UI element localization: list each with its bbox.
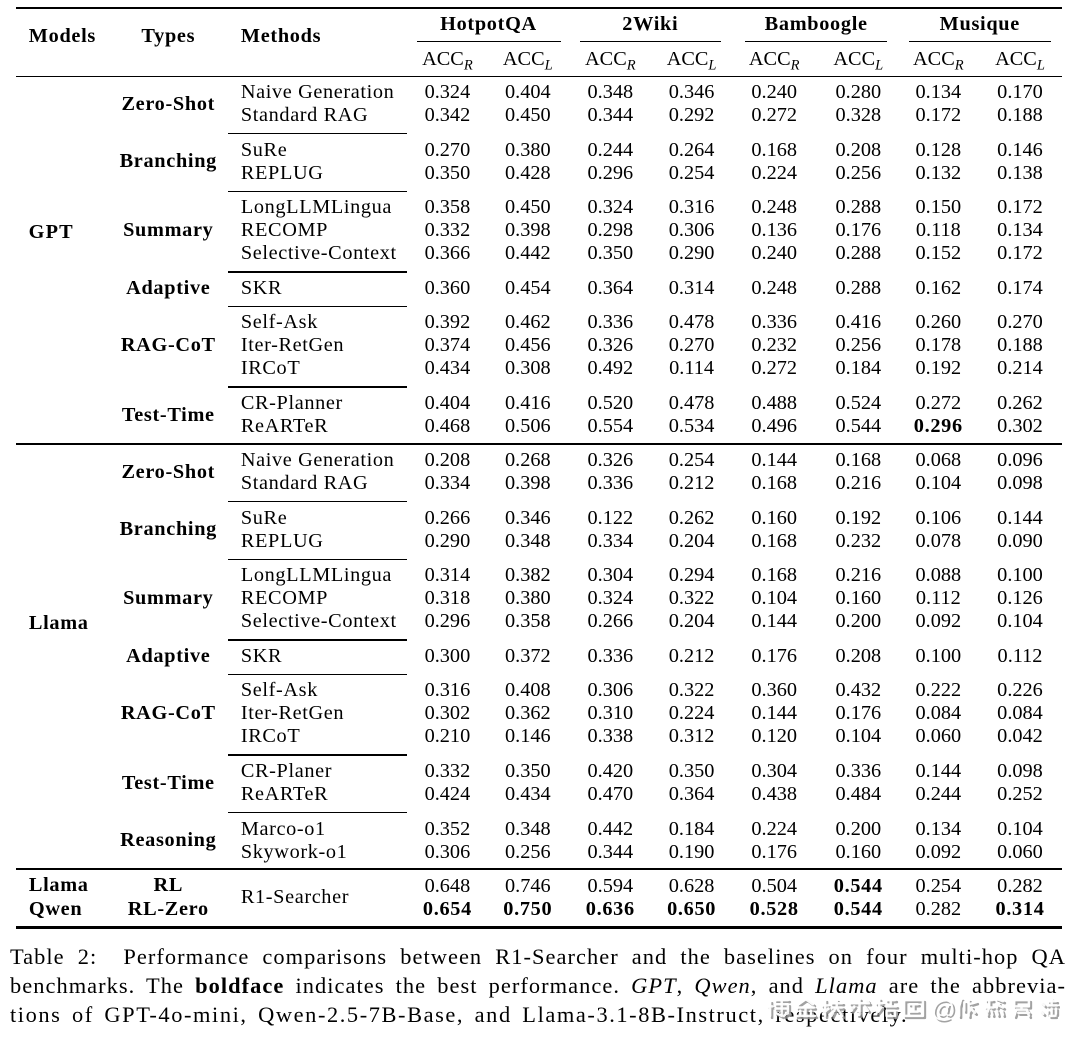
svg-text:@: @ xyxy=(933,998,957,1023)
svg-text:@: @ xyxy=(931,996,955,1023)
